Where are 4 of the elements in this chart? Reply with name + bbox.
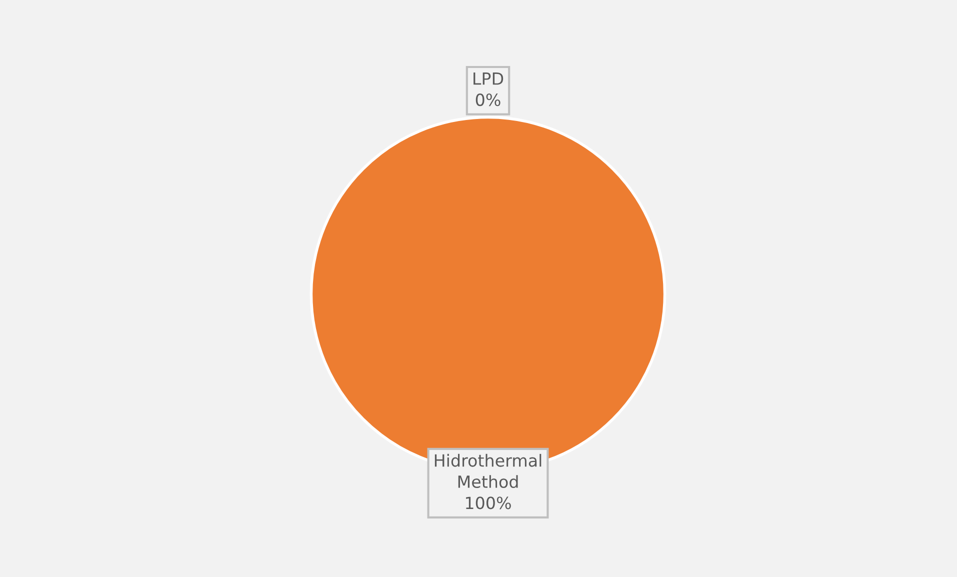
- text: 0%: [476, 94, 500, 106]
- data-label: 100%: [466, 496, 511, 510]
- category-label: LPD: [474, 72, 504, 85]
- slice-label: Hidrothermal Method: [434, 454, 542, 488]
